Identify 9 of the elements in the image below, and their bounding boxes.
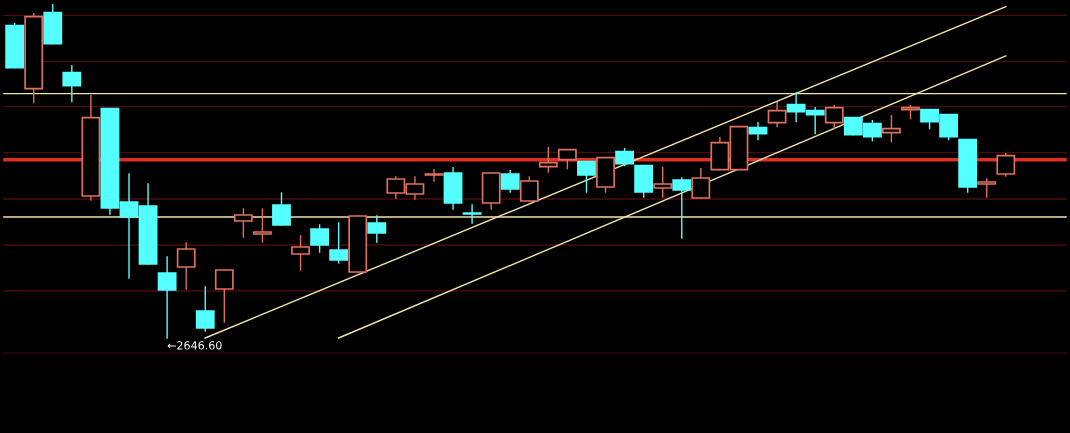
candlestick — [462, 204, 482, 224]
text: ←2646.60 — [167, 341, 222, 350]
candlestick — [424, 168, 444, 182]
candlestick — [157, 256, 177, 339]
candlestick — [767, 101, 787, 128]
candlestick — [81, 94, 101, 201]
candlestick — [176, 242, 196, 290]
candlestick — [443, 166, 463, 210]
candlestick — [62, 64, 82, 103]
